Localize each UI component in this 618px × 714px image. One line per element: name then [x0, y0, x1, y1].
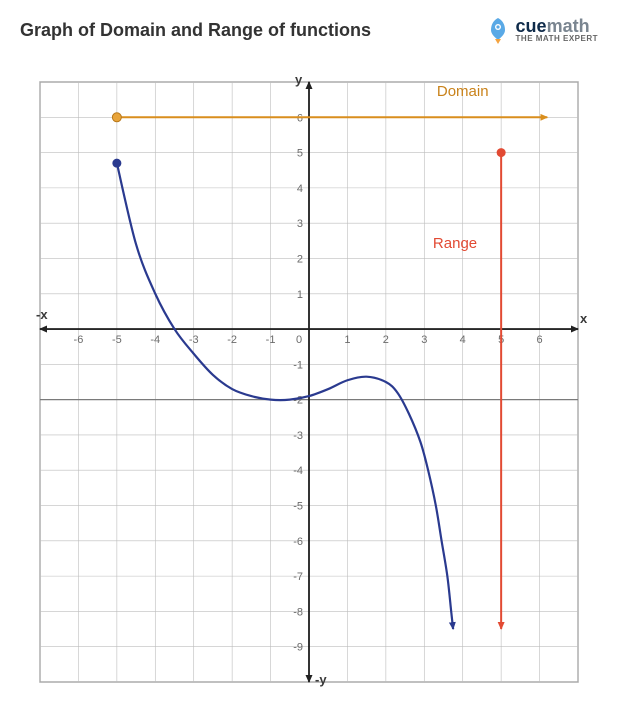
svg-text:-9: -9	[293, 642, 303, 654]
svg-text:-5: -5	[293, 501, 303, 513]
svg-text:2: 2	[297, 253, 303, 265]
svg-text:3: 3	[297, 218, 303, 230]
svg-text:-1: -1	[293, 359, 303, 371]
svg-text:-3: -3	[293, 430, 303, 442]
domain-range-chart: x -x y -y -6 -5 -4 -3 -2 -1 0 1 2 3 4 5 6 -9 -8 -7 -6 -5 -4 -3 -…	[30, 72, 588, 692]
svg-text:-1: -1	[266, 334, 276, 346]
svg-text:2: 2	[383, 334, 389, 346]
svg-text:1: 1	[344, 334, 350, 346]
brand-text: cuemath THE MATH EXPERT	[516, 17, 598, 43]
svg-text:Range: Range	[433, 235, 477, 252]
svg-text:6: 6	[537, 334, 543, 346]
chart-container: x -x y -y -6 -5 -4 -3 -2 -1 0 1 2 3 4 5 6 -9 -8 -7 -6 -5 -4 -3 -…	[0, 52, 618, 712]
svg-text:4: 4	[297, 183, 303, 195]
svg-text:-3: -3	[189, 334, 199, 346]
page-title: Graph of Domain and Range of functions	[20, 20, 371, 41]
svg-text:4: 4	[460, 334, 466, 346]
rocket-icon	[484, 16, 512, 44]
brand-name: cuemath	[516, 17, 598, 35]
svg-text:Domain: Domain	[437, 83, 489, 100]
header: Graph of Domain and Range of functions c…	[0, 0, 618, 52]
brand-tagline: THE MATH EXPERT	[516, 35, 598, 43]
svg-text:x: x	[580, 311, 588, 326]
svg-text:-x: -x	[36, 307, 48, 322]
brand-logo: cuemath THE MATH EXPERT	[484, 16, 598, 44]
svg-text:-4: -4	[293, 465, 303, 477]
svg-text:-4: -4	[150, 334, 160, 346]
svg-text:5: 5	[297, 148, 303, 160]
svg-text:-5: -5	[112, 334, 122, 346]
svg-text:1: 1	[297, 289, 303, 301]
svg-text:-y: -y	[315, 672, 327, 687]
svg-text:0: 0	[296, 334, 302, 346]
svg-text:-6: -6	[74, 334, 84, 346]
svg-text:-6: -6	[293, 536, 303, 548]
svg-text:-7: -7	[293, 571, 303, 583]
svg-text:y: y	[295, 72, 303, 87]
svg-text:-2: -2	[227, 334, 237, 346]
svg-text:-8: -8	[293, 606, 303, 618]
svg-text:3: 3	[421, 334, 427, 346]
svg-text:-2: -2	[293, 395, 303, 407]
